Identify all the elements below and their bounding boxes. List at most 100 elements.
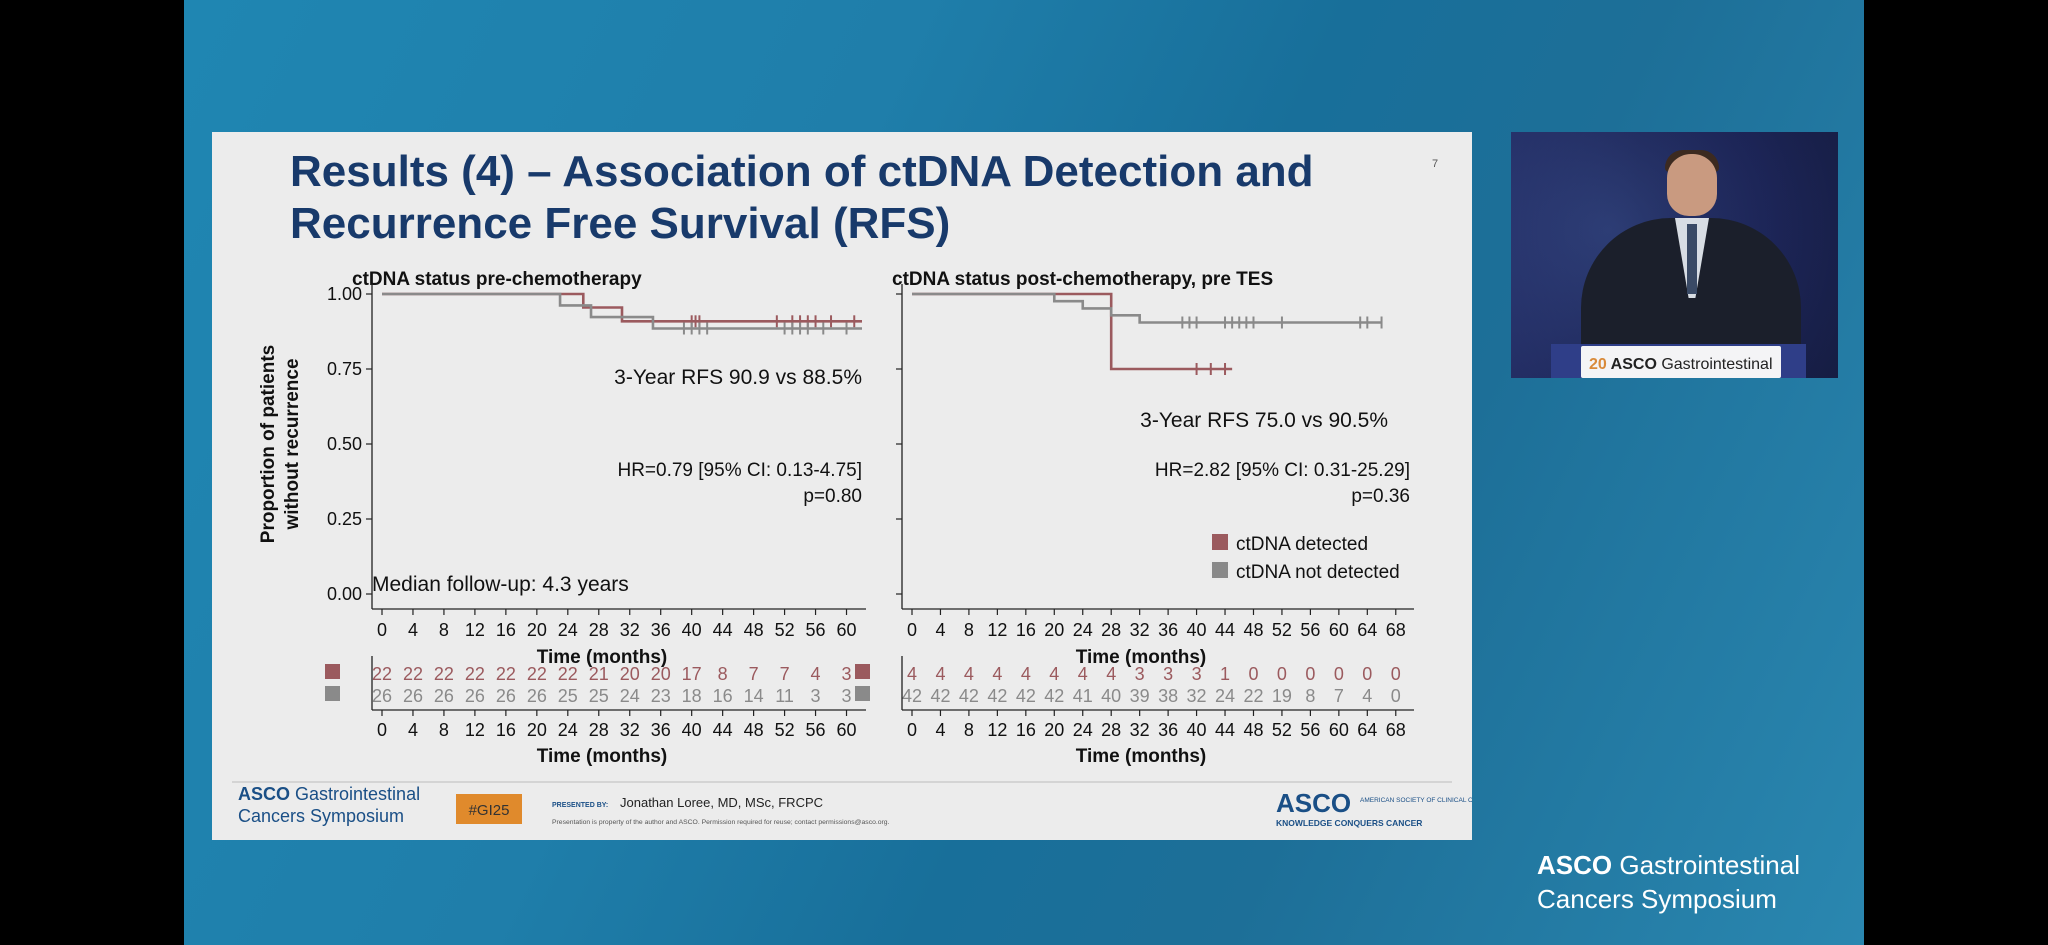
x-tick-label: 12 — [465, 620, 485, 640]
risk-x-tick-label: 56 — [1300, 720, 1320, 740]
risk-x-tick-label: 44 — [713, 720, 733, 740]
footer-asco-brand: ASCO — [1276, 788, 1351, 818]
risk-count: 38 — [1158, 686, 1178, 706]
x-axis-label: Time (months) — [537, 647, 668, 668]
x-tick-label: 40 — [682, 620, 702, 640]
slide-number: 7 — [1432, 158, 1439, 170]
risk-row-marker-detected — [325, 664, 340, 679]
risk-x-tick-label: 32 — [620, 720, 640, 740]
risk-count: 8 — [718, 664, 728, 684]
risk-count: 26 — [372, 686, 392, 706]
x-tick-label: 24 — [558, 620, 578, 640]
x-tick-label: 44 — [713, 620, 733, 640]
risk-x-tick-label: 8 — [439, 720, 449, 740]
risk-row-marker-not_detected — [325, 686, 340, 701]
x-axis-label: Time (months) — [1076, 647, 1207, 668]
risk-x-tick-label: 0 — [377, 720, 387, 740]
y-tick-label: 1.00 — [327, 284, 362, 304]
risk-count: 3 — [842, 686, 852, 706]
risk-count: 1 — [1220, 664, 1230, 684]
x-tick-label: 0 — [907, 620, 917, 640]
panel-subtitle: ctDNA status pre-chemotherapy — [352, 269, 642, 290]
risk-count: 42 — [1016, 686, 1036, 706]
risk-count: 22 — [496, 664, 516, 684]
footer-asco-subtitle: Cancers Symposium — [238, 806, 404, 826]
x-tick-label: 48 — [1243, 620, 1263, 640]
risk-count: 26 — [465, 686, 485, 706]
risk-x-tick-label: 4 — [935, 720, 945, 740]
risk-x-tick-label: 48 — [744, 720, 764, 740]
km-curve-detected — [912, 292, 1233, 371]
y-tick-label: 0.75 — [327, 359, 362, 379]
risk-count: 4 — [1049, 664, 1059, 684]
risk-count: 22 — [434, 664, 454, 684]
x-tick-label: 44 — [1215, 620, 1235, 640]
x-tick-label: 52 — [775, 620, 795, 640]
risk-x-tick-label: 32 — [1130, 720, 1150, 740]
risk-count: 7 — [1334, 686, 1344, 706]
slide-title: Results (4) – Association of ctDNA Detec… — [290, 147, 1314, 248]
risk-count: 14 — [744, 686, 764, 706]
disclaimer: Presentation is property of the author a… — [552, 819, 890, 826]
risk-count: 24 — [1215, 686, 1235, 706]
risk-count: 32 — [1187, 686, 1207, 706]
risk-count: 11 — [775, 686, 794, 706]
risk-count: 3 — [1135, 664, 1145, 684]
rfs-annotation: 3-Year RFS 75.0 vs 90.5% — [1140, 409, 1388, 432]
risk-count: 42 — [1044, 686, 1064, 706]
risk-count: 24 — [620, 686, 640, 706]
risk-count: 22 — [465, 664, 485, 684]
x-tick-label: 0 — [377, 620, 387, 640]
risk-count: 4 — [1021, 664, 1031, 684]
risk-x-tick-label: 36 — [651, 720, 671, 740]
risk-count: 39 — [1130, 686, 1150, 706]
risk-count: 26 — [434, 686, 454, 706]
risk-count: 22 — [527, 664, 547, 684]
x-tick-label: 60 — [837, 620, 857, 640]
risk-count: 4 — [1362, 686, 1372, 706]
risk-count: 0 — [1391, 686, 1401, 706]
risk-count: 4 — [1106, 664, 1116, 684]
x-tick-label: 56 — [1300, 620, 1320, 640]
risk-x-axis-label: Time (months) — [537, 746, 668, 767]
y-tick-label: 0.50 — [327, 434, 362, 454]
x-tick-label: 28 — [589, 620, 609, 640]
risk-count: 4 — [935, 664, 945, 684]
risk-x-tick-label: 60 — [837, 720, 857, 740]
risk-count: 41 — [1073, 686, 1093, 706]
risk-x-tick-label: 12 — [987, 720, 1007, 740]
risk-x-tick-label: 4 — [408, 720, 418, 740]
y-axis-label: Proportion of patients — [258, 345, 279, 543]
risk-count: 0 — [1391, 664, 1401, 684]
risk-count: 26 — [496, 686, 516, 706]
risk-x-tick-label: 64 — [1357, 720, 1377, 740]
risk-x-tick-label: 20 — [1044, 720, 1064, 740]
x-tick-label: 52 — [1272, 620, 1292, 640]
risk-x-tick-label: 16 — [496, 720, 516, 740]
risk-x-tick-label: 0 — [907, 720, 917, 740]
risk-count: 0 — [1305, 664, 1315, 684]
risk-count: 22 — [1243, 686, 1263, 706]
risk-x-tick-label: 12 — [465, 720, 485, 740]
rfs-annotation: 3-Year RFS 90.9 vs 88.5% — [614, 366, 862, 389]
risk-count: 26 — [403, 686, 423, 706]
risk-count: 16 — [713, 686, 733, 706]
risk-x-tick-label: 48 — [1243, 720, 1263, 740]
risk-count: 7 — [780, 664, 790, 684]
x-tick-label: 60 — [1329, 620, 1349, 640]
risk-x-tick-label: 24 — [1073, 720, 1093, 740]
risk-x-tick-label: 44 — [1215, 720, 1235, 740]
risk-count: 42 — [959, 686, 979, 706]
risk-count: 0 — [1248, 664, 1258, 684]
slide — [212, 132, 1472, 840]
risk-count: 3 — [842, 664, 852, 684]
gi25-badge — [456, 794, 522, 824]
risk-x-tick-label: 52 — [1272, 720, 1292, 740]
x-tick-label: 32 — [1130, 620, 1150, 640]
hr-annotation: HR=0.79 [95% CI: 0.13-4.75] — [617, 460, 862, 481]
risk-count: 22 — [403, 664, 423, 684]
risk-count: 22 — [558, 664, 578, 684]
x-tick-label: 28 — [1101, 620, 1121, 640]
corner-asco-logo: ASCO Gastrointestinal Cancers Symposium — [1537, 850, 1800, 914]
risk-count: 25 — [589, 686, 609, 706]
